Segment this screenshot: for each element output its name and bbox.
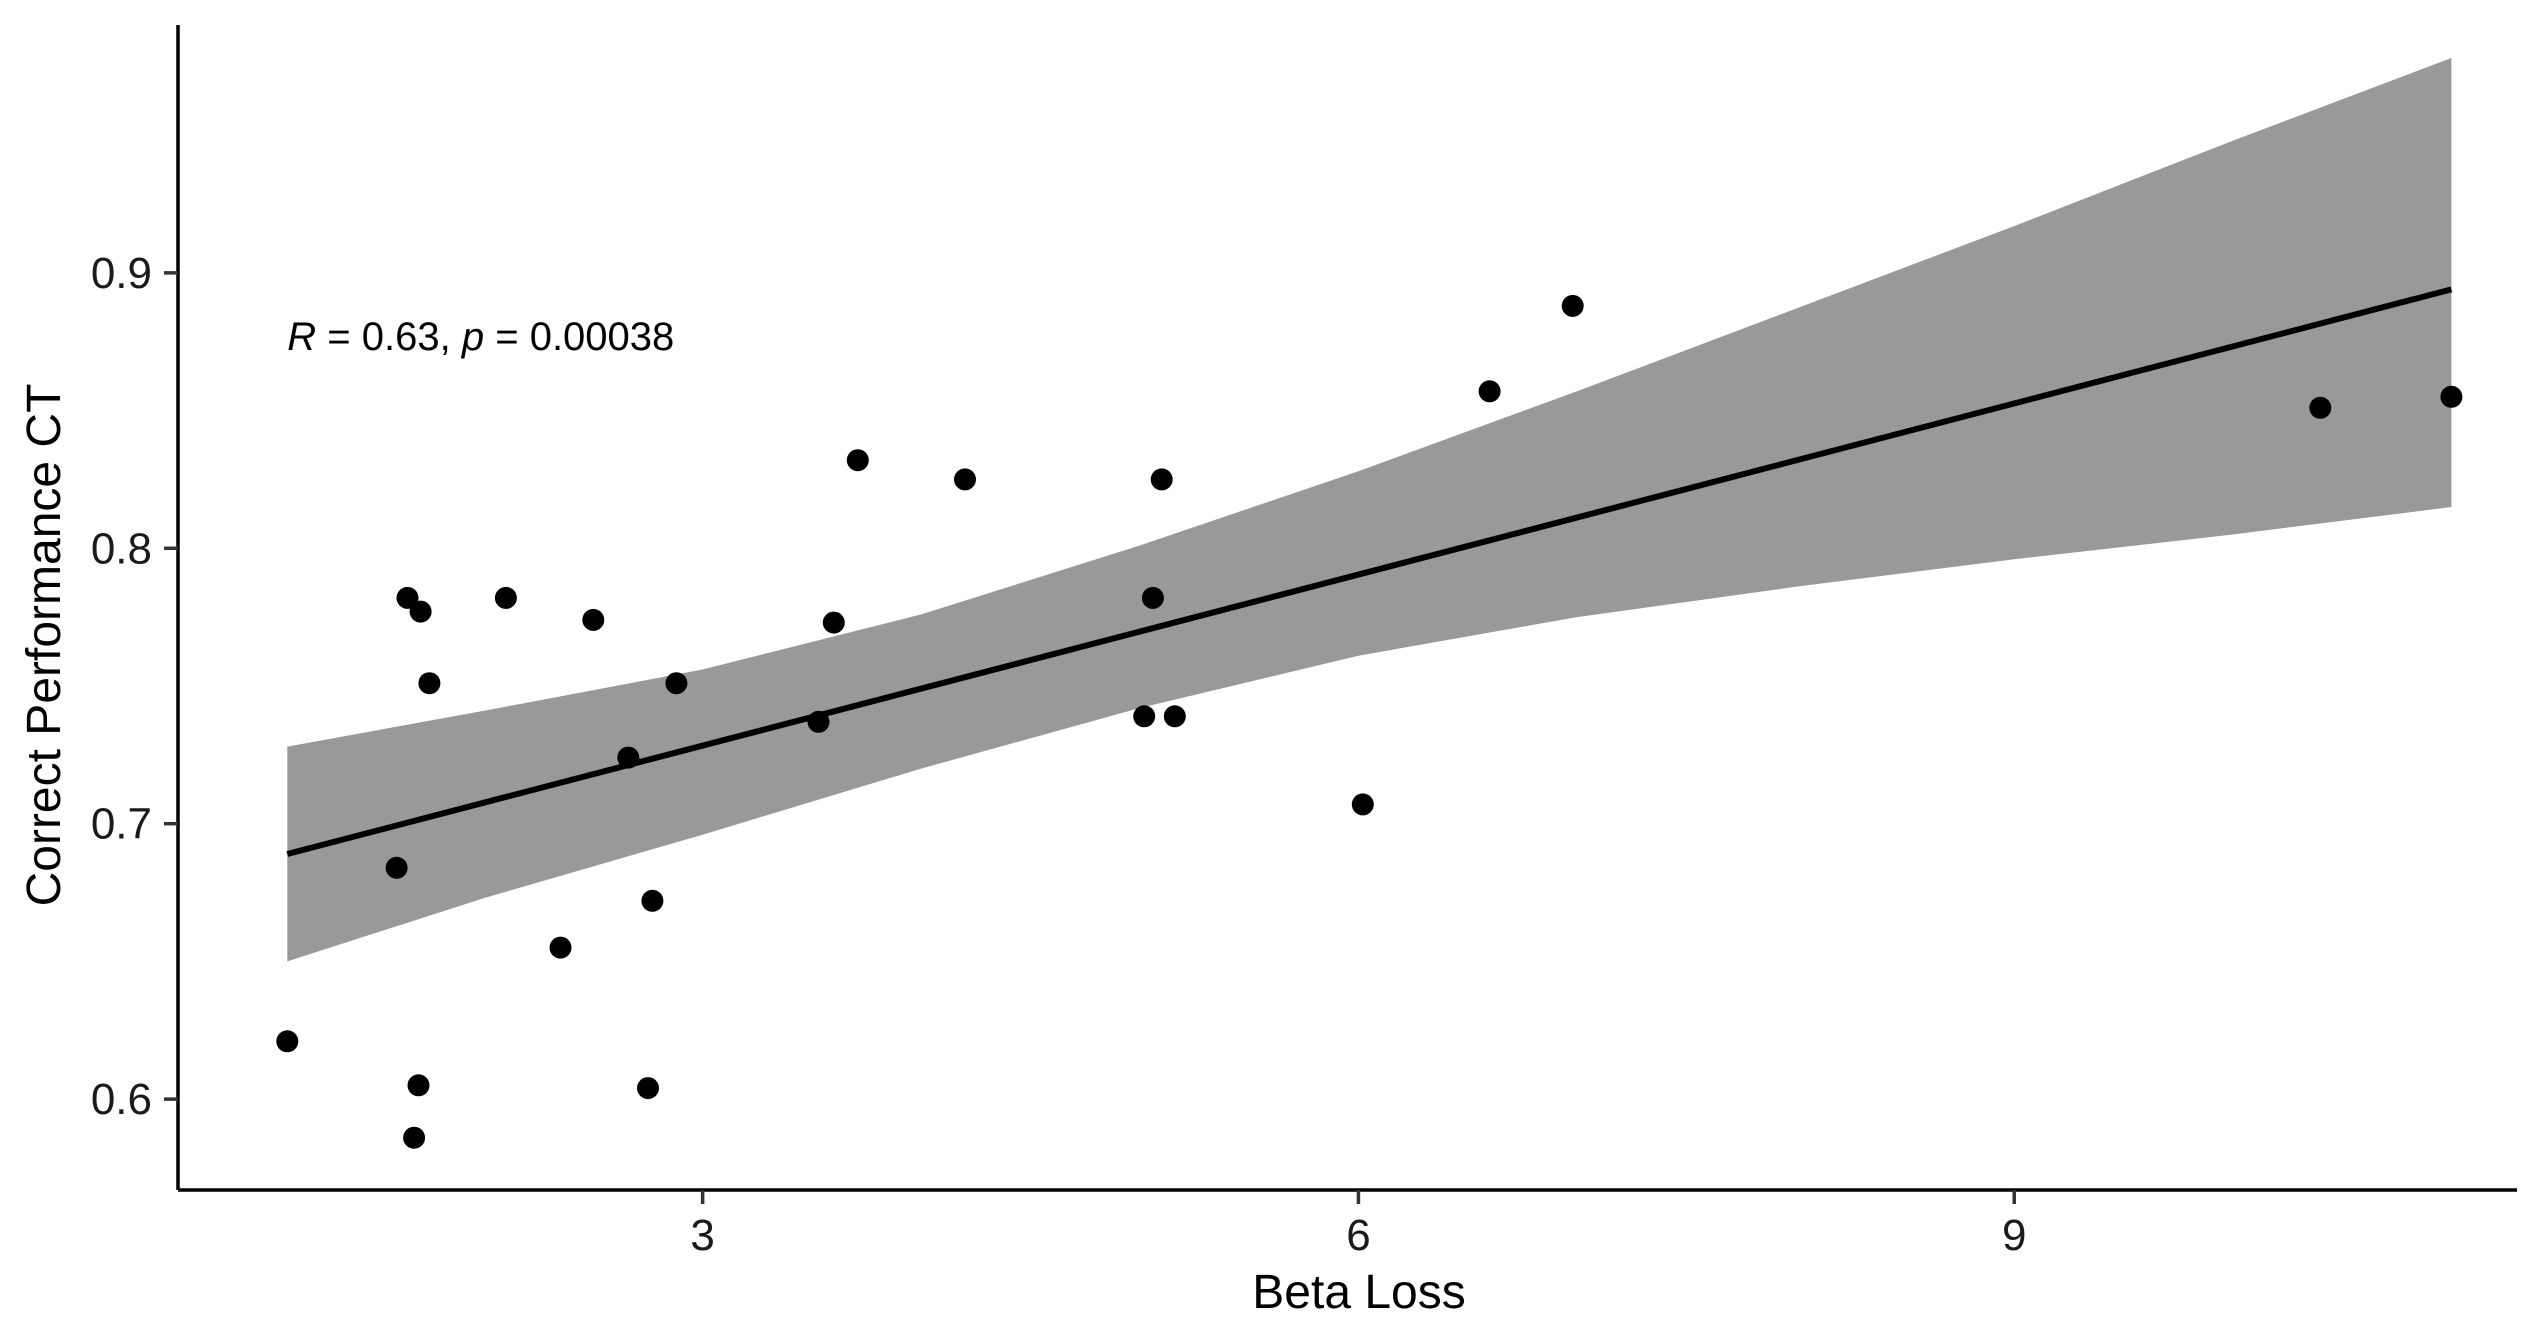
data-point bbox=[418, 672, 441, 695]
data-point bbox=[2309, 396, 2332, 419]
data-point bbox=[396, 586, 419, 609]
y-tick-label: 0.8 bbox=[91, 524, 152, 573]
x-tick-label: 6 bbox=[1346, 1211, 1370, 1260]
data-point bbox=[1163, 705, 1186, 728]
data-point bbox=[276, 1030, 299, 1053]
annotation-p-value: = 0.00038 bbox=[484, 315, 674, 359]
data-point bbox=[1351, 793, 1374, 816]
data-points bbox=[276, 294, 2463, 1149]
y-axis-ticks: 0.6 0.7 0.8 0.9 bbox=[91, 249, 178, 1124]
y-tick-label: 0.7 bbox=[91, 800, 152, 849]
data-point bbox=[617, 746, 640, 769]
annotation-stats: R = 0.63, p = 0.00038 bbox=[287, 315, 674, 359]
data-point bbox=[409, 600, 432, 623]
data-point bbox=[1561, 294, 1584, 317]
data-point bbox=[846, 449, 869, 472]
data-point bbox=[807, 710, 830, 733]
y-tick-label: 0.9 bbox=[91, 249, 152, 298]
annotation-p-symbol: p bbox=[461, 315, 484, 359]
data-point bbox=[665, 672, 688, 695]
data-point bbox=[582, 608, 605, 631]
data-point bbox=[822, 611, 845, 634]
data-point bbox=[403, 1126, 426, 1149]
x-tick-label: 3 bbox=[690, 1211, 714, 1260]
annotation-r-symbol: R bbox=[287, 315, 316, 359]
confidence-band bbox=[287, 58, 2452, 962]
data-point bbox=[641, 889, 664, 912]
data-point bbox=[494, 586, 517, 609]
regression-line bbox=[286, 286, 2453, 857]
x-axis-title: Beta Loss bbox=[1252, 1266, 1465, 1319]
data-point bbox=[385, 856, 408, 879]
data-point bbox=[407, 1074, 430, 1097]
x-tick-label: 9 bbox=[2002, 1211, 2026, 1260]
data-point bbox=[1478, 380, 1501, 403]
data-point bbox=[637, 1077, 659, 1100]
annotation-r-value: = 0.63, bbox=[316, 315, 462, 359]
data-point bbox=[2440, 385, 2463, 408]
data-point bbox=[1150, 468, 1173, 491]
x-axis-ticks: 3 6 9 bbox=[690, 1190, 2026, 1260]
data-point bbox=[1133, 705, 1156, 728]
y-axis-title: Correct Performance CT bbox=[18, 384, 71, 907]
data-point bbox=[954, 468, 976, 491]
data-point bbox=[549, 936, 572, 959]
y-tick-label: 0.6 bbox=[91, 1075, 152, 1124]
data-point bbox=[1141, 586, 1164, 609]
